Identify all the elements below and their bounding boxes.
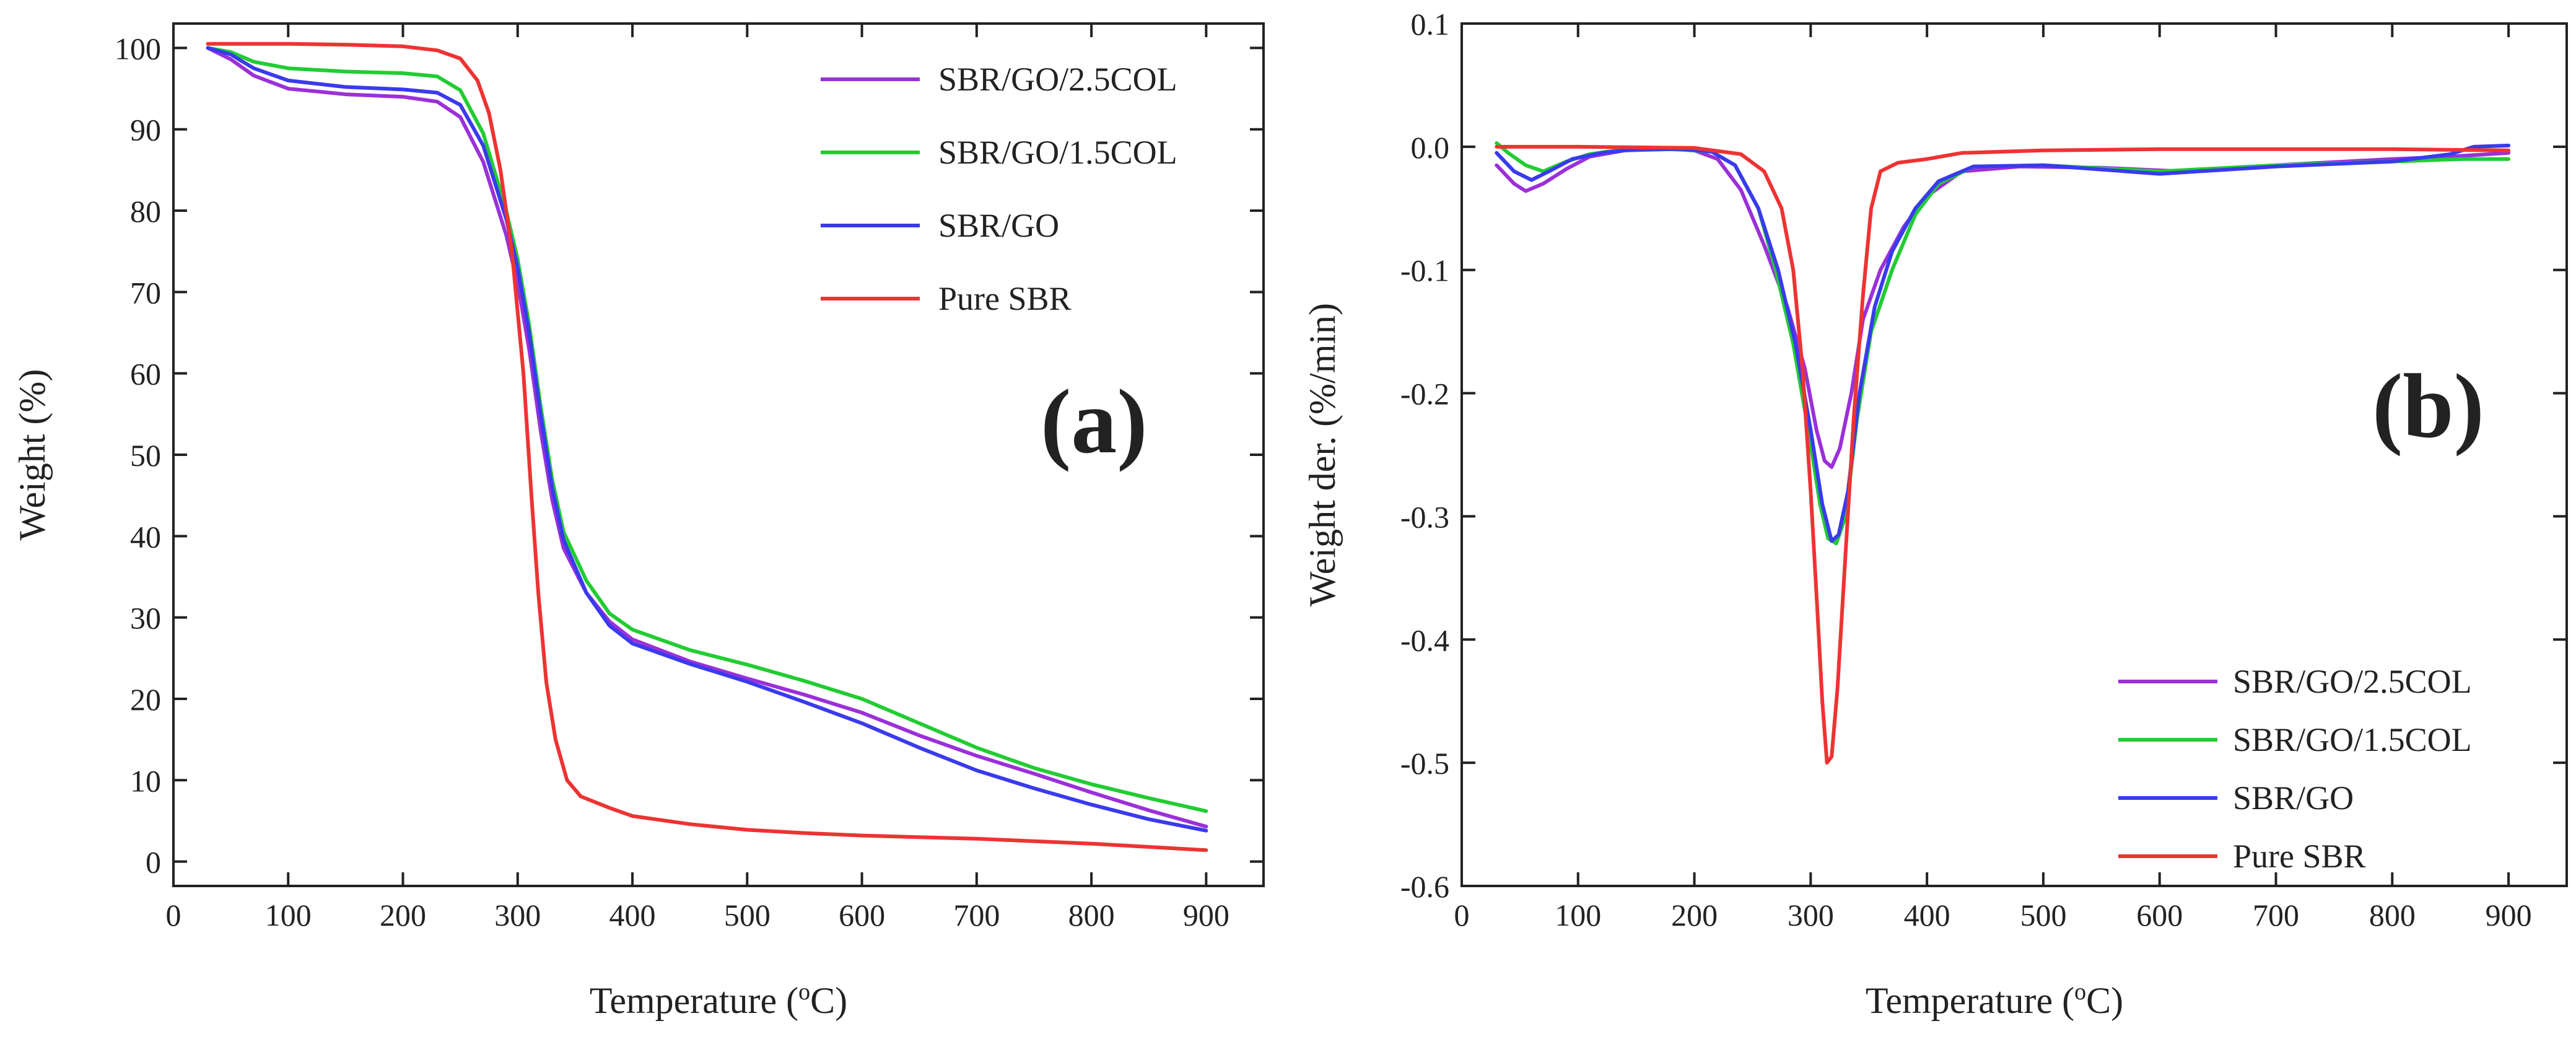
x-axis-ticks: 0 100 200 300 400 500 600 700 800 900 <box>1454 24 2532 932</box>
x-tick-label: 600 <box>2136 898 2183 932</box>
y-axis-ticks: 0 10 20 30 40 50 60 70 80 90 100 <box>115 31 1264 880</box>
series-line <box>1495 144 2511 765</box>
legend: SBR/GO/2.5COL SBR/GO/1.5COL SBR/GO Pure SBR <box>2118 663 2472 875</box>
x-tick-label: 200 <box>380 898 426 932</box>
legend-entry-label: SBR/GO/2.5COL <box>2233 663 2472 700</box>
y-tick-label: 80 <box>130 194 161 229</box>
y-tick-label: 30 <box>130 601 161 636</box>
legend: SBR/GO/2.5COL SBR/GO/1.5COL SBR/GO Pure SBR <box>821 61 1177 317</box>
chart-panel-a: 0 10 20 30 40 50 60 70 80 90 100 0 100 200 300 400 500 6… <box>12 22 1265 1021</box>
x-tick-label: 700 <box>2253 898 2299 932</box>
x-tick-label: 400 <box>609 898 656 932</box>
y-tick-label: 0.0 <box>1411 130 1450 165</box>
x-axis-label: Temperature (oC) <box>1866 979 2123 1021</box>
y-tick-label: 60 <box>130 357 161 392</box>
y-tick-label: -0.4 <box>1400 623 1449 657</box>
y-tick-label: 20 <box>130 682 161 717</box>
series-lines <box>1495 141 2511 765</box>
x-tick-label: 700 <box>953 898 1000 932</box>
y-tick-label: -0.5 <box>1400 746 1449 781</box>
panel-label: (a) <box>1041 371 1148 473</box>
x-tick-label: 900 <box>2486 898 2532 932</box>
legend-entry-label: SBR/GO <box>938 207 1059 244</box>
y-tick-label: 10 <box>130 763 161 798</box>
x-axis-label: Temperature (oC) <box>590 979 847 1021</box>
y-tick-label: 70 <box>130 275 161 310</box>
legend-entry-label: SBR/GO/2.5COL <box>938 61 1177 98</box>
y-axis-ticks: 0.1 0.0 -0.1 -0.2 -0.3 -0.4 -0.5 -0.6 <box>1400 7 2567 904</box>
x-tick-label: 100 <box>265 898 312 932</box>
y-tick-label: -0.3 <box>1400 499 1449 534</box>
series-line <box>206 46 1208 829</box>
x-tick-label: 0 <box>166 898 181 932</box>
series-line <box>1495 147 2511 469</box>
series-line <box>1495 143 2511 543</box>
plot-frame <box>1460 22 2568 887</box>
y-tick-label: 50 <box>130 438 161 473</box>
x-tick-label: 900 <box>1183 898 1229 932</box>
y-tick-label: -0.1 <box>1400 253 1449 288</box>
panel-label: (b) <box>2372 356 2484 457</box>
series-line <box>1495 141 2511 546</box>
y-tick-label: 100 <box>115 31 161 66</box>
x-tick-label: 200 <box>1671 898 1718 932</box>
x-tick-label: 0 <box>1454 898 1470 932</box>
y-tick-label: 90 <box>130 113 161 147</box>
x-tick-label: 800 <box>2369 898 2416 932</box>
x-tick-label: 800 <box>1068 898 1115 932</box>
x-tick-label: 100 <box>1555 898 1601 932</box>
x-tick-label: 300 <box>1788 898 1834 932</box>
x-axis-ticks: 0 100 200 300 400 500 600 700 800 900 <box>166 24 1229 932</box>
y-tick-label: 0.1 <box>1411 7 1450 42</box>
chart-panel-b: 0.1 0.0 -0.1 -0.2 -0.3 -0.4 -0.5 -0.6 0 100 200 30… <box>1302 7 2568 1021</box>
x-tick-label: 400 <box>1904 898 1950 932</box>
legend-entry-label: SBR/GO/1.5COL <box>938 134 1177 171</box>
x-tick-label: 500 <box>724 898 771 932</box>
legend-entry-label: SBR/GO <box>2233 779 2354 817</box>
x-tick-label: 600 <box>839 898 885 932</box>
legend-entry-label: Pure SBR <box>2233 838 2366 875</box>
y-tick-label: 0 <box>146 845 161 880</box>
y-tick-label: -0.6 <box>1400 869 1449 904</box>
y-tick-label: -0.2 <box>1400 377 1449 411</box>
y-tick-label: 40 <box>130 519 161 554</box>
series-line <box>206 42 1208 853</box>
x-tick-label: 500 <box>2020 898 2066 932</box>
legend-entry-label: SBR/GO/1.5COL <box>2233 721 2472 758</box>
series-lines <box>206 42 1208 853</box>
y-axis-label: Weight der. (%/min) <box>1302 303 1343 607</box>
y-axis-label: Weight (%) <box>12 369 53 541</box>
x-tick-label: 300 <box>494 898 541 932</box>
series-line <box>206 46 1208 833</box>
legend-entry-label: Pure SBR <box>938 280 1072 317</box>
